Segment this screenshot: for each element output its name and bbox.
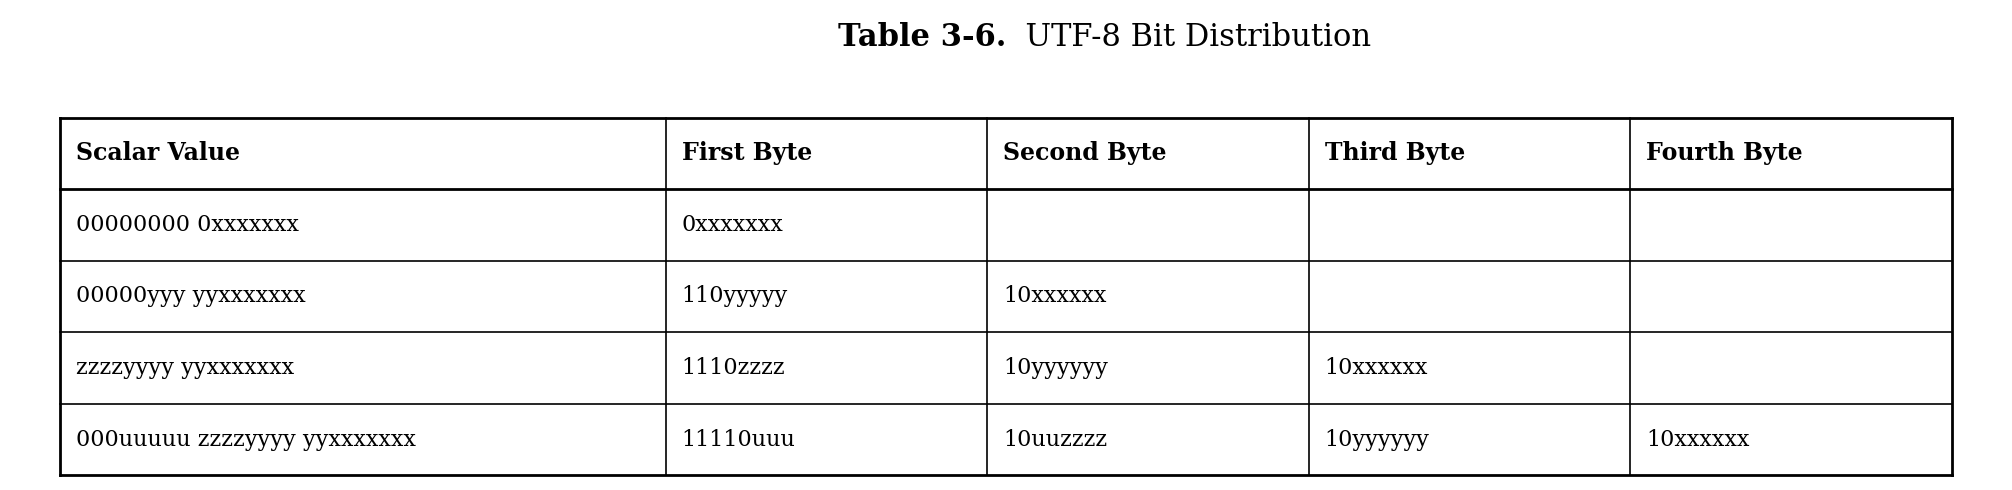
Text: 10xxxxxx: 10xxxxxx [1324,357,1429,379]
Text: Second Byte: Second Byte [1004,142,1167,165]
Text: zzzzyyyy yyxxxxxxx: zzzzyyyy yyxxxxxxx [76,357,294,379]
Text: 10yyyyyy: 10yyyyyy [1324,429,1431,450]
Text: 1110zzzz: 1110zzzz [682,357,785,379]
Text: 00000000 0xxxxxxx: 00000000 0xxxxxxx [76,214,300,236]
Text: 10uuzzzz: 10uuzzzz [1004,429,1107,450]
Text: 10xxxxxx: 10xxxxxx [1004,286,1107,307]
Text: Scalar Value: Scalar Value [76,142,241,165]
Text: 0xxxxxxx: 0xxxxxxx [682,214,783,236]
Text: 110yyyyy: 110yyyyy [682,286,789,307]
Text: UTF-8 Bit Distribution: UTF-8 Bit Distribution [1006,22,1370,53]
Text: First Byte: First Byte [682,142,813,165]
Text: 10yyyyyy: 10yyyyyy [1004,357,1109,379]
Text: Fourth Byte: Fourth Byte [1646,142,1803,165]
Text: 00000yyy yyxxxxxxx: 00000yyy yyxxxxxxx [76,286,306,307]
Text: 10xxxxxx: 10xxxxxx [1646,429,1750,450]
Text: 11110uuu: 11110uuu [682,429,795,450]
Text: 000uuuuu zzzzyyyy yyxxxxxxx: 000uuuuu zzzzyyyy yyxxxxxxx [76,429,416,450]
Text: Third Byte: Third Byte [1324,142,1465,165]
Text: Table 3-6.: Table 3-6. [837,22,1006,53]
